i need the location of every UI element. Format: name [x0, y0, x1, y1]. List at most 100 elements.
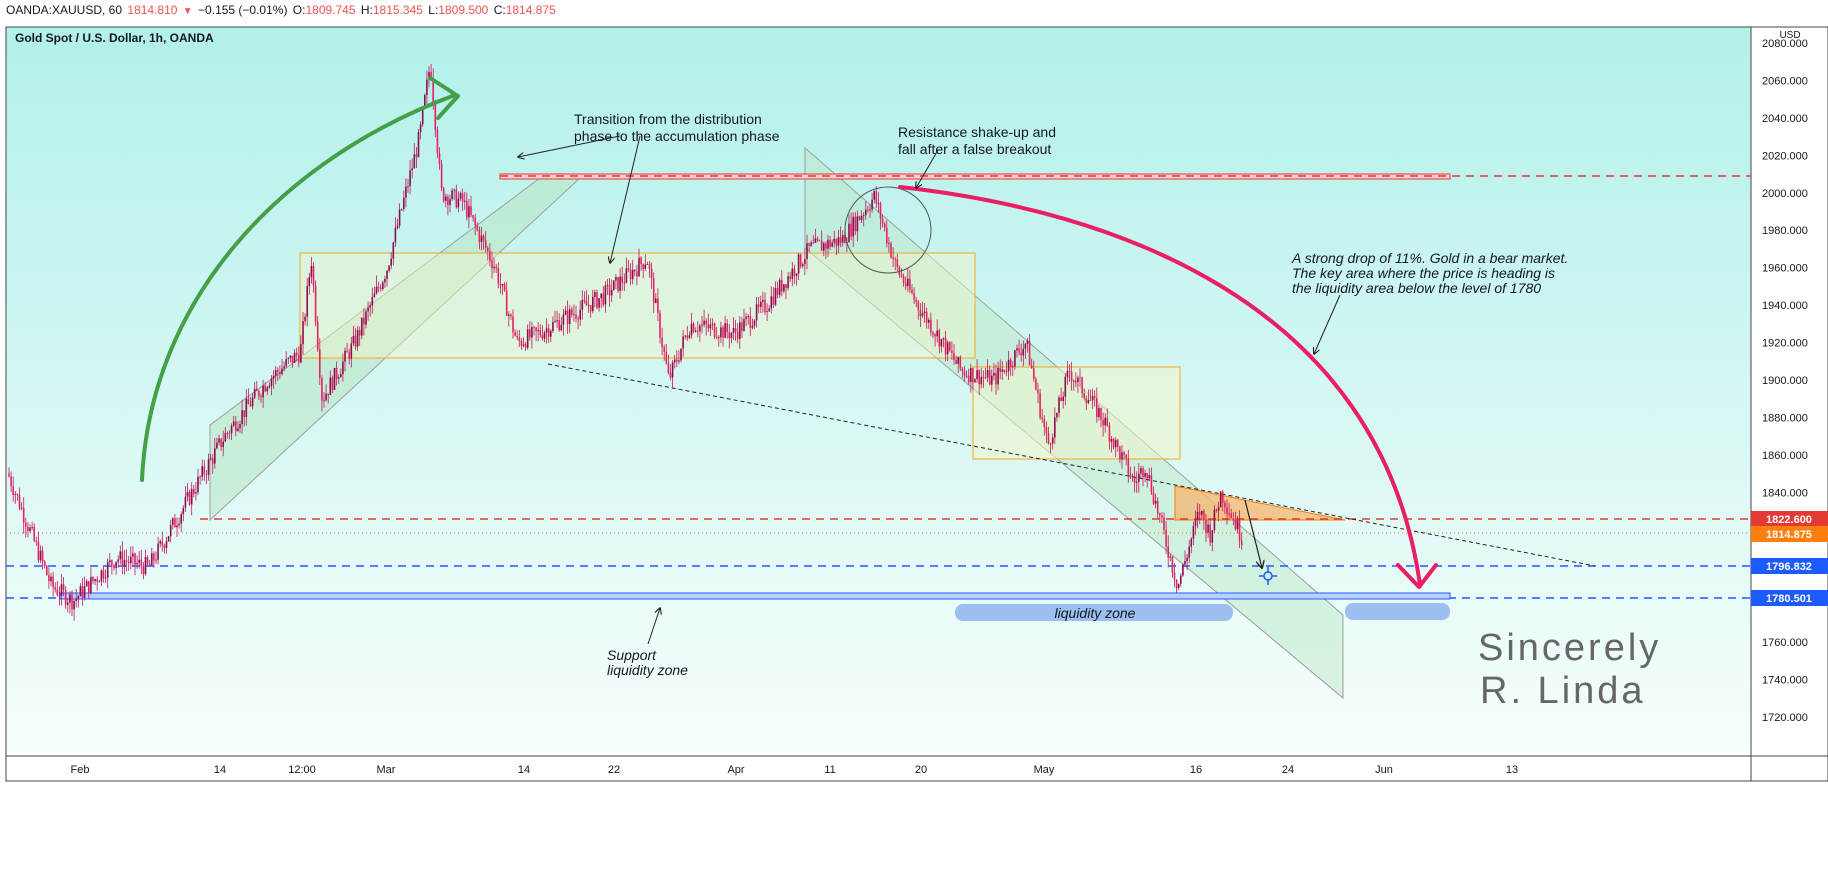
symbol-label[interactable]: OANDA:XAUUSD, 60	[6, 3, 123, 17]
candle-body-45	[102, 570, 105, 578]
candle-body-24	[58, 595, 61, 596]
candle-body-83	[182, 507, 185, 515]
svg-text:1796.832: 1796.832	[1766, 561, 1812, 573]
candle-body-13	[35, 540, 38, 542]
candle-body-220	[470, 206, 472, 216]
time-axis[interactable]: Feb 14 12:00 Mar 14 22 Apr 11 20 May 16 24 Jun 13	[71, 764, 1519, 776]
candle-body-371	[787, 276, 789, 289]
time-tick-2: 12:00	[288, 764, 316, 776]
candle-body-181	[388, 265, 390, 271]
drop-pointer	[1314, 294, 1341, 354]
candle-body-346	[734, 328, 737, 332]
candle-body-568	[1201, 510, 1203, 515]
candle-body-550	[1163, 517, 1165, 531]
candle-body-380	[806, 243, 808, 260]
accumulation-box-2	[972, 366, 1181, 460]
candle-body-237	[505, 290, 508, 316]
candle-body-579	[1224, 502, 1226, 508]
candle-body-450	[953, 353, 955, 360]
candle-body-9	[27, 526, 29, 532]
candle-body-15	[39, 550, 42, 561]
change-arrow-icon: ▼	[182, 6, 193, 17]
candle-body-143	[308, 277, 311, 286]
candle-body-200	[428, 72, 430, 80]
candle-body-238	[508, 314, 510, 316]
candle-body-258	[550, 330, 552, 337]
candle-body-64	[142, 566, 145, 575]
candle-body-149	[321, 378, 323, 401]
candle-body-565	[1194, 519, 1197, 527]
candle-body-427	[904, 282, 907, 287]
candle-body-207	[442, 187, 445, 201]
candle-body-256	[545, 328, 548, 333]
candle-body-415	[879, 203, 882, 219]
price-tick-1740: 1740.000	[1762, 675, 1808, 687]
candle-body-253	[539, 330, 542, 336]
candle-body-512	[1083, 393, 1085, 399]
candle-body-409	[867, 209, 869, 211]
candle-body-112	[243, 410, 245, 418]
candle-body-336	[713, 323, 716, 338]
signature-line-2: R. Linda	[1480, 670, 1646, 712]
candle-body-493	[1043, 419, 1046, 428]
candle-body-8	[25, 522, 27, 527]
liquidity-zone-label: liquidity zone	[1055, 605, 1136, 621]
chart-title: Gold Spot / U.S. Dollar, 1h, OANDA	[15, 31, 214, 45]
price-chart[interactable]: Gold Spot / U.S. Dollar, 1h, OANDA Trans…	[0, 20, 1828, 885]
candle-body-540	[1142, 468, 1144, 477]
candle-body-585	[1236, 520, 1239, 530]
candle-body-77	[169, 524, 172, 537]
candle-body-582	[1230, 513, 1232, 519]
candle-body-42	[96, 579, 98, 582]
candle-body-87	[190, 488, 193, 505]
candle-body-338	[718, 337, 720, 339]
candle-body-39	[90, 576, 92, 594]
candle-body-37	[85, 581, 88, 587]
projection-arrow	[1244, 499, 1262, 568]
candle-body-132	[285, 358, 287, 367]
candle-body-335	[711, 323, 714, 325]
candle-body-562	[1188, 546, 1190, 558]
time-tick-6: Apr	[727, 764, 744, 776]
candle-body-158	[340, 374, 342, 378]
price-axis[interactable]: 2080.000 2060.000 2040.000 2020.000 2000.000…	[1762, 38, 1808, 724]
candle-body-327	[694, 330, 697, 332]
candle-body-549	[1161, 515, 1163, 518]
candle-body-328	[697, 330, 699, 332]
candle-body-278	[592, 296, 594, 312]
candle-body-198	[424, 95, 426, 108]
candle-body-240	[512, 316, 514, 333]
candle-body-402	[852, 216, 854, 237]
candle-body-68	[151, 553, 153, 566]
candle-body-300	[638, 257, 640, 277]
candle-body-1	[10, 476, 12, 487]
candle-body-40	[92, 576, 94, 582]
candle-body-395	[837, 237, 840, 246]
candle-body-406	[860, 215, 863, 221]
candle-body-372	[789, 276, 791, 279]
candle-body-315	[669, 373, 672, 378]
candle-body-464	[982, 376, 985, 378]
candle-body-14	[37, 541, 40, 561]
candle-body-353	[749, 316, 752, 328]
candle-body-519	[1098, 408, 1100, 418]
candle-body-189	[405, 186, 407, 198]
candle-body-283	[602, 293, 605, 305]
candle-body-119	[258, 391, 260, 397]
candle-body-543	[1148, 475, 1151, 479]
cursor-target-icon[interactable]	[1259, 567, 1277, 585]
candle-body-466	[986, 370, 989, 378]
candle-body-244	[520, 340, 523, 346]
candle-body-467	[988, 370, 991, 385]
triangle-pattern	[1174, 485, 1346, 521]
candle-body-351	[745, 316, 747, 320]
candle-body-209	[447, 196, 449, 205]
candle-body-342	[726, 323, 728, 333]
candle-body-245	[522, 344, 525, 346]
candle-body-259	[552, 322, 554, 331]
candle-body-546	[1154, 500, 1157, 504]
candle-body-229	[489, 251, 491, 261]
candle-body-489	[1035, 378, 1037, 390]
candle-body-206	[440, 163, 443, 188]
candle-body-573	[1211, 530, 1214, 543]
